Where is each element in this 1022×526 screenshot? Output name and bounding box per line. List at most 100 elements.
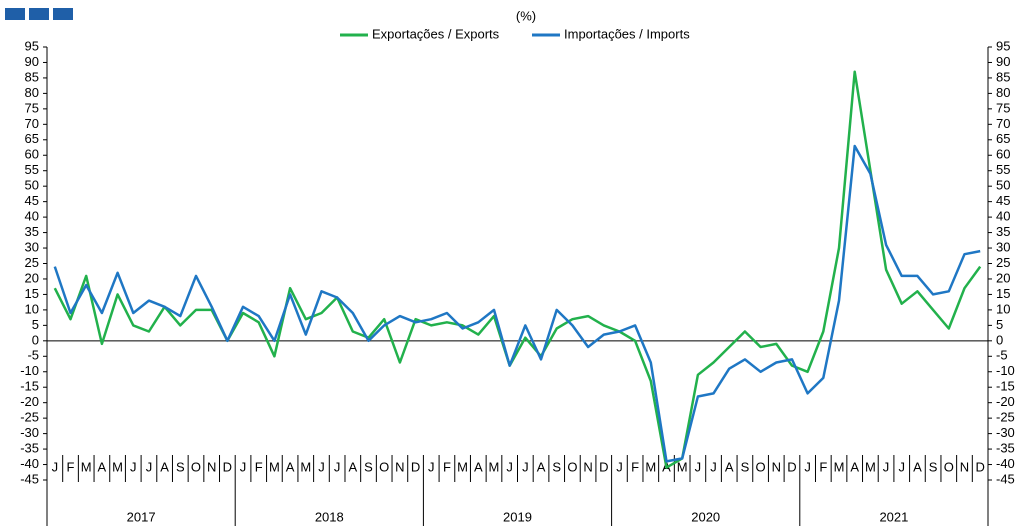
y2-tick-label: -25 [996, 410, 1015, 425]
x-tick-label: J [146, 459, 153, 474]
y2-tick-label: 85 [996, 69, 1010, 84]
y2-tick-label: 65 [996, 131, 1010, 146]
y-tick-label: 55 [25, 162, 39, 177]
y-tick-label: -10 [20, 363, 39, 378]
y-tick-label: 90 [25, 54, 39, 69]
x-tick-label: M [677, 459, 688, 474]
x-tick-label: D [787, 459, 796, 474]
y-tick-label: 30 [25, 239, 39, 254]
y2-tick-label: 30 [996, 239, 1010, 254]
y-tick-label: -30 [20, 425, 39, 440]
y2-tick-label: 70 [996, 116, 1010, 131]
x-tick-label: M [269, 459, 280, 474]
y-tick-label: 0 [32, 332, 39, 347]
y-tick-label: 80 [25, 85, 39, 100]
y2-tick-label: 40 [996, 209, 1010, 224]
y2-tick-label: -5 [996, 348, 1008, 363]
x-tick-label: N [772, 459, 781, 474]
x-tick-label: J [522, 459, 529, 474]
x-tick-label: A [474, 459, 483, 474]
x-tick-label: M [865, 459, 876, 474]
y-tick-label: 40 [25, 209, 39, 224]
y-tick-label: -25 [20, 410, 39, 425]
x-tick-label: J [318, 459, 325, 474]
y-tick-label: 75 [25, 100, 39, 115]
x-tick-label: F [67, 459, 75, 474]
x-tick-label: A [725, 459, 734, 474]
y2-tick-label: 90 [996, 54, 1010, 69]
y2-tick-label: -10 [996, 363, 1015, 378]
y2-tick-label: -40 [996, 456, 1015, 471]
header-block [29, 8, 49, 20]
y-tick-label: -35 [20, 441, 39, 456]
y-tick-label: -20 [20, 394, 39, 409]
x-tick-label: A [98, 459, 107, 474]
x-tick-label: D [223, 459, 232, 474]
x-tick-label: D [411, 459, 420, 474]
x-tick-label: S [552, 459, 561, 474]
x-tick-label: M [645, 459, 656, 474]
y-tick-label: 20 [25, 270, 39, 285]
y-tick-label: 50 [25, 178, 39, 193]
y2-tick-label: 25 [996, 255, 1010, 270]
x-tick-label: N [960, 459, 969, 474]
x-tick-label: F [255, 459, 263, 474]
y-tick-label: -5 [27, 348, 39, 363]
x-tick-label: A [850, 459, 859, 474]
y2-tick-label: -15 [996, 379, 1015, 394]
y2-tick-label: 50 [996, 178, 1010, 193]
x-tick-label: J [52, 459, 59, 474]
x-tick-label: J [898, 459, 905, 474]
y2-tick-label: 75 [996, 100, 1010, 115]
y-tick-label: 60 [25, 147, 39, 162]
x-tick-label: J [506, 459, 513, 474]
y-tick-label: 5 [32, 317, 39, 332]
y2-tick-label: 95 [996, 38, 1010, 53]
x-tick-label: D [599, 459, 608, 474]
x-tick-label: F [443, 459, 451, 474]
x-tick-label: A [348, 459, 357, 474]
legend-label: Importações / Imports [564, 26, 690, 41]
y2-tick-label: 5 [996, 317, 1003, 332]
x-tick-label: J [710, 459, 717, 474]
year-label: 2018 [315, 509, 344, 524]
x-tick-label: M [300, 459, 311, 474]
y2-tick-label: 55 [996, 162, 1010, 177]
y2-tick-label: -45 [996, 471, 1015, 486]
y-tick-label: 85 [25, 69, 39, 84]
x-tick-label: F [819, 459, 827, 474]
x-tick-label: J [616, 459, 623, 474]
y-tick-label: 25 [25, 255, 39, 270]
x-tick-label: D [975, 459, 984, 474]
y-tick-label: -45 [20, 471, 39, 486]
y2-tick-label: -20 [996, 394, 1015, 409]
y-tick-label: -40 [20, 456, 39, 471]
x-tick-label: M [834, 459, 845, 474]
y2-tick-label: 15 [996, 286, 1010, 301]
x-tick-label: O [756, 459, 766, 474]
header-block [53, 8, 73, 20]
x-tick-label: M [457, 459, 468, 474]
y2-tick-label: 80 [996, 85, 1010, 100]
y-tick-label: 45 [25, 193, 39, 208]
legend-label: Exportações / Exports [372, 26, 500, 41]
x-tick-label: J [428, 459, 435, 474]
x-tick-label: O [567, 459, 577, 474]
x-tick-label: J [334, 459, 341, 474]
y2-tick-label: 0 [996, 332, 1003, 347]
y2-tick-label: 10 [996, 301, 1010, 316]
year-label: 2017 [127, 509, 156, 524]
x-tick-label: N [583, 459, 592, 474]
x-tick-label: M [112, 459, 123, 474]
x-tick-label: O [191, 459, 201, 474]
header-block [5, 8, 25, 20]
y-tick-label: 95 [25, 38, 39, 53]
x-tick-label: O [944, 459, 954, 474]
y-tick-label: 15 [25, 286, 39, 301]
x-tick-label: F [631, 459, 639, 474]
x-tick-label: J [804, 459, 811, 474]
chart-subtitle: (%) [516, 8, 536, 23]
y2-tick-label: 35 [996, 224, 1010, 239]
